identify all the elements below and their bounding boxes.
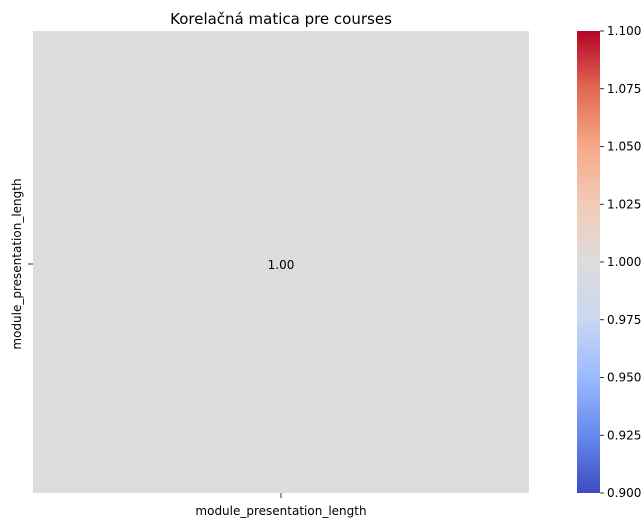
colorbar-tick-label: 0.950 bbox=[607, 371, 641, 385]
colorbar-tick-label: 1.000 bbox=[607, 255, 641, 269]
heatmap-cell bbox=[33, 31, 529, 493]
x-tick-label: module_presentation_length bbox=[195, 504, 366, 518]
colorbar bbox=[577, 31, 600, 493]
chart-title: Korelačná matica pre courses bbox=[170, 10, 392, 28]
y-tick-label: module_presentation_length bbox=[10, 178, 24, 349]
colorbar-tick-label: 1.075 bbox=[607, 82, 641, 96]
colorbar-tick-label: 1.100 bbox=[607, 24, 641, 38]
colorbar-tick-label: 0.975 bbox=[607, 313, 641, 327]
heatmap-cell-label: 1.00 bbox=[268, 258, 295, 272]
colorbar-ticks: 0.900 0.925 0.950 0.975 1.000 1.025 1.050 1.075… bbox=[600, 24, 641, 500]
colorbar-tick-label: 0.900 bbox=[607, 486, 641, 500]
colorbar-tick-label: 0.925 bbox=[607, 428, 641, 442]
colorbar-tick-label: 1.025 bbox=[607, 197, 641, 211]
colorbar-tick-label: 1.050 bbox=[607, 140, 641, 154]
